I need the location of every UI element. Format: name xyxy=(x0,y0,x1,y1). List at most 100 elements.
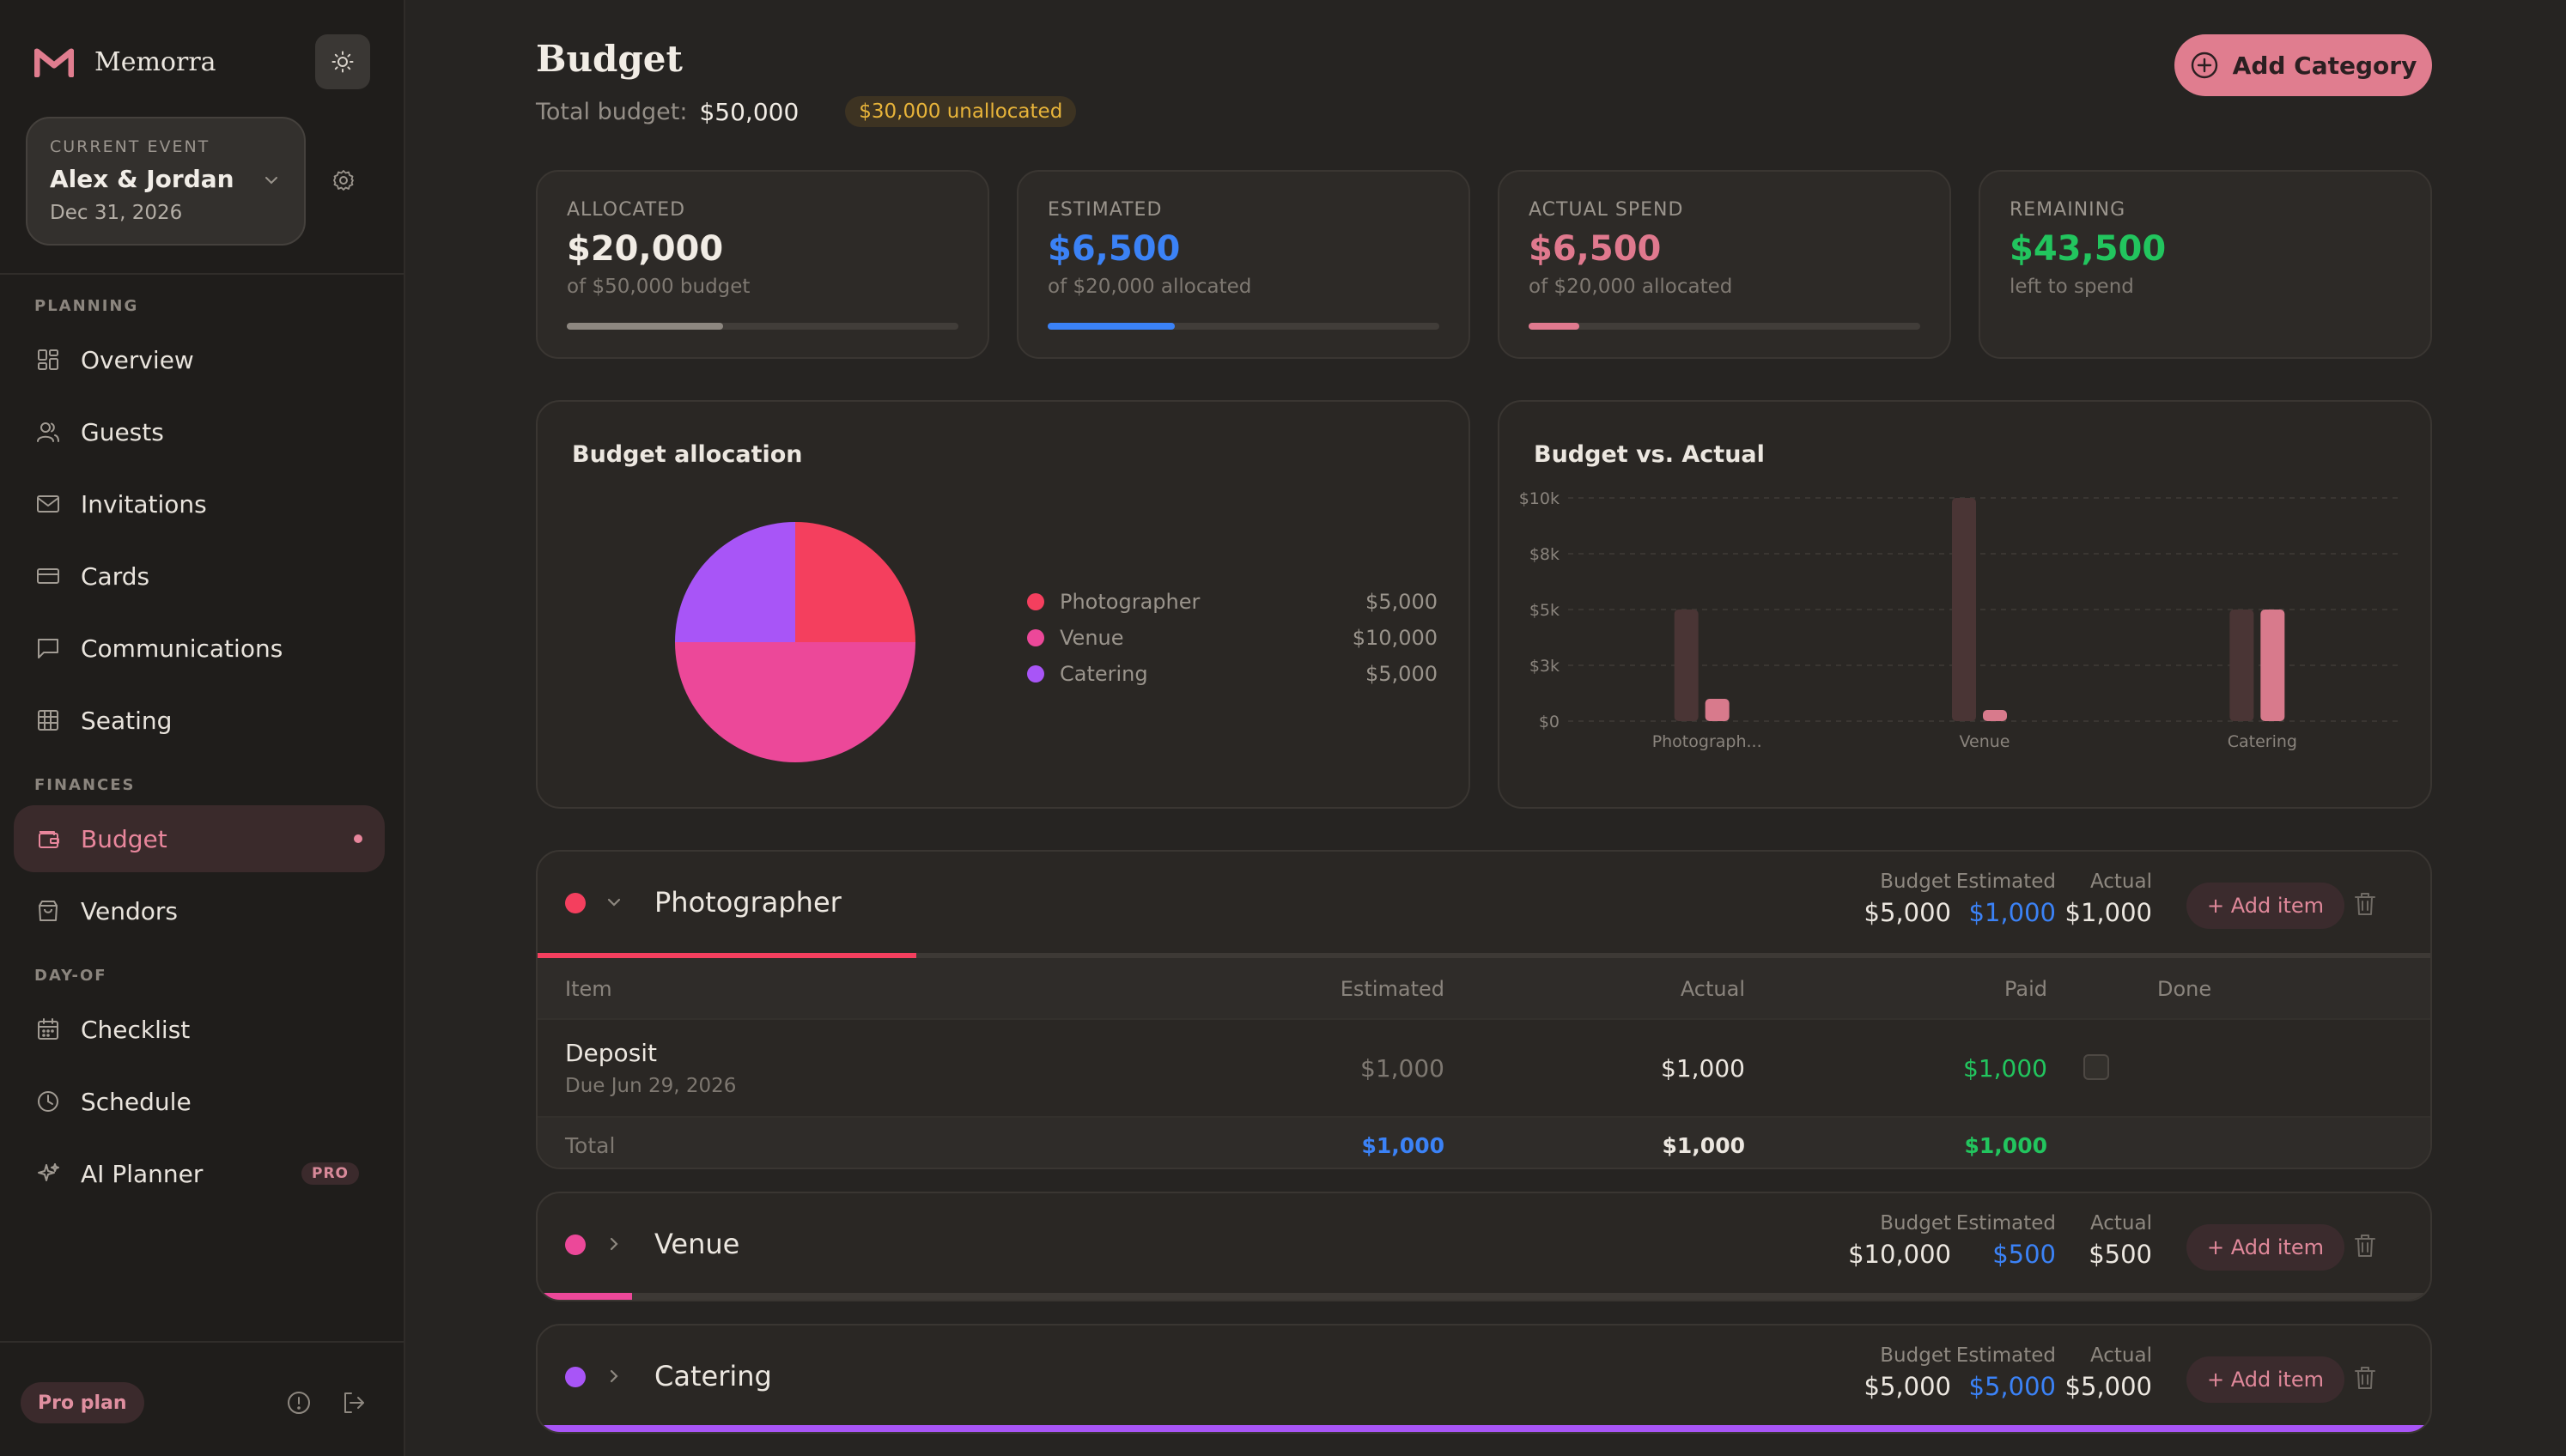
add-category-button[interactable]: Add Category xyxy=(2174,34,2432,96)
add-item-button[interactable]: + Add item xyxy=(2186,1224,2345,1271)
total-paid: $1,000 xyxy=(1964,1133,2047,1158)
item-actual[interactable]: $1,000 xyxy=(1661,1054,1745,1083)
users-icon xyxy=(34,418,62,446)
pie-slice-venue[interactable] xyxy=(675,642,915,762)
sidebar-item-budget[interactable]: Budget xyxy=(14,805,385,872)
column-label: Estimated xyxy=(1955,1212,2056,1235)
chevron-right-icon[interactable] xyxy=(601,1231,627,1257)
legend-swatch xyxy=(1027,593,1044,610)
calendar-icon xyxy=(34,1016,62,1043)
theme-toggle-button[interactable] xyxy=(315,34,370,89)
actual-bar-2[interactable] xyxy=(1983,710,2007,721)
actual-bar-3[interactable] xyxy=(2260,610,2285,721)
event-date: Dec 31, 2026 xyxy=(50,202,183,224)
chevron-right-icon[interactable] xyxy=(601,1363,627,1389)
section-label-planning: PLANNING xyxy=(34,297,139,315)
column-label: Budget xyxy=(1880,871,1951,893)
legend-value: $5,000 xyxy=(1365,590,1438,614)
category-actual: Actual $5,000 xyxy=(2065,1344,2152,1401)
stat-card-allocated: ALLOCATED $20,000 of $50,000 budget xyxy=(536,170,989,359)
sidebar-item-overview[interactable]: Overview xyxy=(14,326,385,393)
column-label: Actual xyxy=(2089,1344,2152,1367)
shopping-bag-icon xyxy=(34,897,62,925)
category-name: Photographer xyxy=(654,886,842,919)
stat-label: REMAINING xyxy=(2010,199,2126,221)
y-tick-label: $3k xyxy=(1529,657,1560,676)
column-label: Actual xyxy=(2089,1212,2152,1235)
column-label: Budget xyxy=(1880,1212,1951,1235)
add-item-button[interactable]: + Add item xyxy=(2186,883,2345,929)
section-label-finances: FINANCES xyxy=(34,776,136,794)
category-progress-fill xyxy=(538,953,916,960)
trash-icon[interactable] xyxy=(2351,1231,2379,1260)
event-settings-gear-icon[interactable] xyxy=(331,168,356,192)
sun-icon xyxy=(331,51,354,73)
budget-bar-1[interactable] xyxy=(1674,610,1699,721)
sidebar-item-communications[interactable]: Communications xyxy=(14,615,385,682)
budget-bar-3[interactable] xyxy=(2229,610,2254,721)
trash-icon[interactable] xyxy=(2351,1363,2379,1392)
column-header-estimated: Estimated xyxy=(1340,977,1444,1001)
sidebar-item-ai-planner[interactable]: AI Planner PRO xyxy=(14,1140,385,1207)
table-header-row: Item Estimated Actual Paid Done xyxy=(538,958,2430,1018)
category-estimated: Estimated $1,000 xyxy=(1956,871,2056,927)
category-header[interactable]: Venue Budget $10,000 Estimated $500 Actu… xyxy=(538,1193,2430,1295)
sparkles-icon xyxy=(34,1160,62,1187)
allocation-pie-chart xyxy=(675,522,915,762)
actual-bar-1[interactable] xyxy=(1705,699,1730,721)
pie-slice-catering[interactable] xyxy=(675,522,795,642)
budget-value: $10,000 xyxy=(1848,1240,1951,1269)
sidebar-item-checklist[interactable]: Checklist xyxy=(14,996,385,1063)
legend-item: Venue $10,000 xyxy=(1027,620,1438,656)
column-header-actual: Actual xyxy=(1680,977,1745,1001)
sidebar-item-vendors[interactable]: Vendors xyxy=(14,877,385,944)
legend-swatch xyxy=(1027,629,1044,646)
stat-value: $6,500 xyxy=(1529,229,1662,269)
plan-badge[interactable]: Pro plan xyxy=(21,1382,144,1423)
actual-value: $5,000 xyxy=(2064,1372,2152,1401)
item-name: Deposit xyxy=(565,1039,658,1067)
table-row[interactable]: Deposit Due Jun 29, 2026 $1,000 $1,000 $… xyxy=(538,1018,2430,1116)
progress-track xyxy=(1529,323,1920,330)
category-name: Venue xyxy=(654,1228,740,1260)
info-icon[interactable] xyxy=(285,1389,313,1417)
done-checkbox[interactable] xyxy=(2083,1054,2109,1080)
panel-title: Budget vs. Actual xyxy=(1534,441,1765,468)
stat-label: ALLOCATED xyxy=(567,199,686,221)
stat-value: $20,000 xyxy=(567,229,724,269)
sidebar-item-guests[interactable]: Guests xyxy=(14,398,385,465)
sidebar-divider xyxy=(0,1341,404,1343)
chevron-down-icon[interactable] xyxy=(601,889,627,915)
logout-icon[interactable] xyxy=(340,1389,368,1417)
category-header[interactable]: Catering Budget $5,000 Estimated $5,000 … xyxy=(538,1326,2430,1427)
sidebar-item-label: Vendors xyxy=(81,896,178,925)
sidebar-item-seating[interactable]: Seating xyxy=(14,687,385,754)
pie-slice-photographer[interactable] xyxy=(795,522,915,642)
stat-label: ACTUAL SPEND xyxy=(1529,199,1684,221)
category-progress-track xyxy=(538,1293,2430,1300)
sidebar-item-label: Budget xyxy=(81,824,167,853)
trash-icon[interactable] xyxy=(2351,889,2379,919)
column-label: Estimated xyxy=(1955,1344,2056,1367)
total-label: Total xyxy=(565,1133,616,1158)
grid-icon xyxy=(34,346,62,373)
budget-bar-2[interactable] xyxy=(1952,498,1976,721)
legend-value: $10,000 xyxy=(1352,626,1438,650)
current-event-selector[interactable]: CURRENT EVENT Alex & Jordan Dec 31, 2026 xyxy=(26,117,306,246)
sidebar-divider xyxy=(0,273,404,275)
allocation-legend: Photographer $5,000 Venue $10,000 Cateri… xyxy=(1027,584,1438,692)
progress-fill xyxy=(1529,323,1580,330)
item-due-date: Due Jun 29, 2026 xyxy=(565,1075,737,1097)
item-paid[interactable]: $1,000 xyxy=(1963,1054,2047,1083)
item-estimated[interactable]: $1,000 xyxy=(1360,1054,1444,1083)
sidebar-item-invitations[interactable]: Invitations xyxy=(14,470,385,537)
add-item-button[interactable]: + Add item xyxy=(2186,1356,2345,1403)
brand[interactable]: Memorra xyxy=(34,43,216,81)
stat-card-estimated: ESTIMATED $6,500 of $20,000 allocated xyxy=(1017,170,1470,359)
category-header[interactable]: Photographer Budget $5,000 Estimated $1,… xyxy=(538,852,2430,953)
event-name: Alex & Jordan xyxy=(50,165,234,193)
category-card-venue: Venue Budget $10,000 Estimated $500 Actu… xyxy=(536,1192,2432,1301)
sidebar-item-cards[interactable]: Cards xyxy=(14,543,385,610)
sidebar-item-label: Overview xyxy=(81,345,194,374)
sidebar-item-schedule[interactable]: Schedule xyxy=(14,1068,385,1135)
